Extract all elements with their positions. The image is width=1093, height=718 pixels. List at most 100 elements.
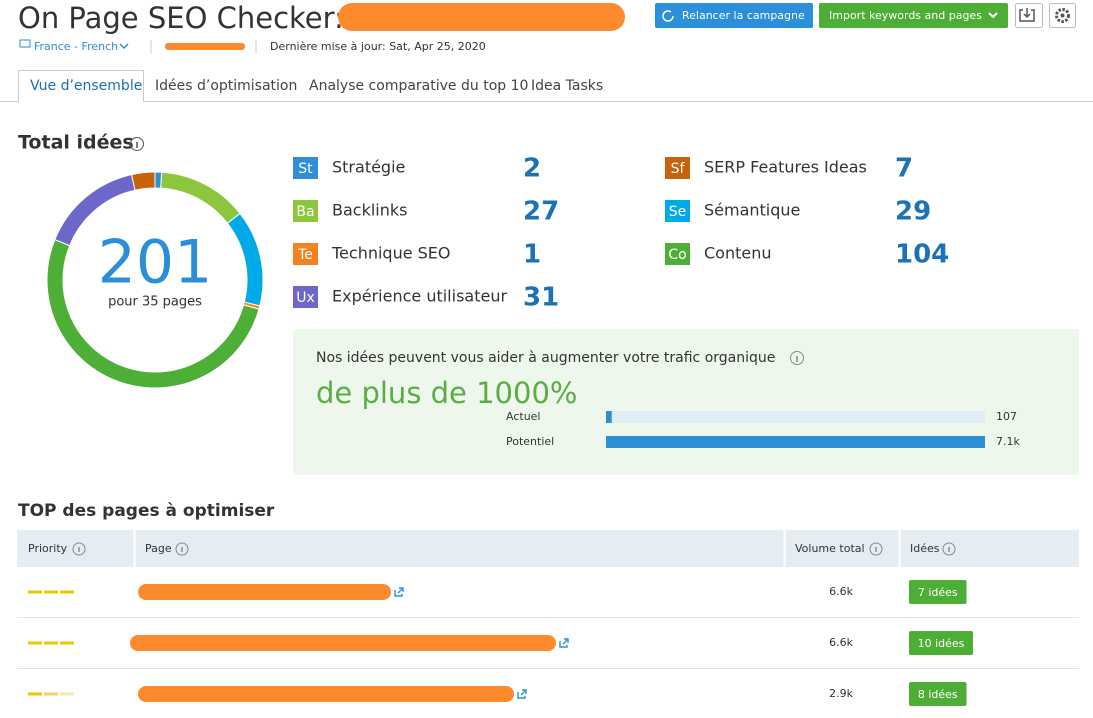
import-label[interactable]: Import keywords and pages bbox=[829, 9, 982, 22]
tab[interactable]: Idea Tasks bbox=[531, 78, 603, 94]
table-header bbox=[17, 530, 1079, 567]
priority-dash bbox=[60, 641, 74, 645]
donut bbox=[46, 171, 264, 389]
tab[interactable]: Vue d’ensemble bbox=[30, 78, 142, 94]
volume: 2.9k bbox=[829, 687, 853, 700]
bar-label: Potentiel bbox=[506, 435, 554, 448]
traffic-bars: Actuel 107 Potentiel 7.1k bbox=[506, 410, 1020, 448]
category-name[interactable]: Contenu bbox=[704, 244, 772, 263]
chevron bbox=[988, 12, 998, 19]
priority-dash bbox=[60, 692, 74, 696]
category-name[interactable]: Technique SEO bbox=[331, 244, 451, 263]
gear-icon bbox=[1055, 8, 1070, 23]
volume: 6.6k bbox=[829, 636, 853, 649]
column-header[interactable]: Priority bbox=[28, 542, 68, 555]
locale[interactable]: France - French bbox=[34, 40, 118, 53]
category-name[interactable]: Stratégie bbox=[332, 158, 405, 177]
category-name[interactable]: SERP Features Ideas bbox=[704, 158, 867, 177]
info-icon bbox=[869, 542, 883, 556]
category-badge bbox=[293, 286, 318, 308]
external-link-icon[interactable] bbox=[394, 587, 404, 597]
category-value[interactable]: 7 bbox=[895, 154, 913, 184]
donut-segment bbox=[130, 171, 156, 191]
external-link-icon[interactable] bbox=[559, 638, 569, 648]
priority-dash bbox=[44, 590, 58, 594]
ideas-button[interactable] bbox=[909, 580, 967, 604]
last-update: Dernière mise à jour: Sat, Apr 25, 2020 bbox=[270, 40, 486, 53]
column-header[interactable]: Volume total bbox=[795, 542, 865, 555]
category-value[interactable]: 31 bbox=[523, 283, 559, 313]
category-code: St bbox=[298, 161, 313, 177]
priority-dash bbox=[60, 590, 74, 594]
pages-table: Priority Page Volume total Idées 6.6k 7 idées… bbox=[17, 530, 1079, 706]
priority-dash bbox=[28, 692, 42, 696]
category-badge bbox=[293, 243, 318, 265]
category-code: Co bbox=[668, 247, 686, 263]
ideas-label[interactable]: 10 idées bbox=[918, 637, 965, 650]
priority-dash bbox=[44, 692, 58, 696]
redaction bbox=[165, 43, 245, 50]
traffic-text: Nos idées peuvent vous aider à augmenter… bbox=[316, 350, 775, 366]
volume: 6.6k bbox=[829, 585, 853, 598]
column-header[interactable]: Idées bbox=[910, 542, 940, 555]
priority-dash bbox=[44, 641, 58, 645]
export-icon bbox=[1019, 8, 1035, 22]
ideas-label[interactable]: 7 idées bbox=[918, 586, 958, 599]
category-name[interactable]: Sémantique bbox=[704, 201, 800, 220]
ideas-button[interactable] bbox=[909, 682, 967, 706]
priority-dash bbox=[28, 590, 42, 594]
redaction bbox=[138, 584, 391, 600]
category-badge bbox=[665, 200, 690, 222]
redaction bbox=[138, 686, 514, 702]
rerun-label[interactable]: Relancer la campagne bbox=[682, 9, 805, 22]
category-value[interactable]: 104 bbox=[895, 240, 949, 270]
category-value[interactable]: 1 bbox=[523, 240, 541, 270]
category-name[interactable]: Backlinks bbox=[332, 201, 407, 220]
column-header[interactable]: Page bbox=[145, 542, 172, 555]
bar bbox=[606, 411, 612, 423]
info-icon bbox=[175, 542, 189, 556]
category-value[interactable]: 2 bbox=[523, 154, 541, 184]
category-code: Ba bbox=[296, 204, 314, 220]
info-icon bbox=[790, 351, 804, 365]
active-tab[interactable] bbox=[18, 70, 144, 102]
tab[interactable]: Analyse comparative du top 10 bbox=[309, 78, 528, 94]
gear-center bbox=[1060, 13, 1065, 18]
section-title: Total idées bbox=[18, 132, 134, 154]
ideas-button[interactable] bbox=[909, 631, 973, 655]
donut-segment bbox=[160, 171, 241, 224]
refresh-icon bbox=[662, 10, 674, 22]
bar-label: Actuel bbox=[506, 410, 541, 423]
category-code: Te bbox=[297, 247, 313, 263]
rerun-button[interactable] bbox=[655, 3, 813, 28]
ideas-label[interactable]: 8 idées bbox=[918, 688, 958, 701]
info-icon bbox=[942, 542, 956, 556]
category-badge bbox=[293, 157, 318, 179]
category-name[interactable]: Expérience utilisateur bbox=[332, 287, 507, 306]
category-code: Sf bbox=[671, 161, 686, 177]
info-icon bbox=[72, 542, 86, 556]
monitor-icon bbox=[19, 39, 31, 48]
info-icon bbox=[130, 137, 144, 151]
category-value[interactable]: 29 bbox=[895, 197, 931, 227]
bar-value: 7.1k bbox=[996, 435, 1020, 448]
page-title: On Page SEO Checker: bbox=[18, 1, 344, 35]
category-value[interactable]: 27 bbox=[523, 197, 559, 227]
donut-segment bbox=[226, 212, 264, 307]
priority-dash bbox=[28, 641, 42, 645]
category-badge bbox=[665, 243, 690, 265]
category-list: St Stratégie 2 Ba Backlinks 27 Te Technique SEO… bbox=[293, 154, 949, 313]
bar bbox=[606, 436, 985, 448]
external-link-icon[interactable] bbox=[517, 689, 527, 699]
category-code: Ux bbox=[296, 290, 315, 306]
locale-chevron bbox=[119, 43, 129, 50]
category-badge bbox=[293, 200, 318, 222]
tab[interactable]: Idées d’optimisation bbox=[155, 78, 297, 94]
total-value: 201 bbox=[98, 228, 213, 298]
import-button[interactable] bbox=[819, 3, 1008, 28]
category-code: Se bbox=[669, 204, 687, 220]
traffic-box bbox=[293, 329, 1079, 475]
section-title: TOP des pages à optimiser bbox=[18, 501, 275, 521]
